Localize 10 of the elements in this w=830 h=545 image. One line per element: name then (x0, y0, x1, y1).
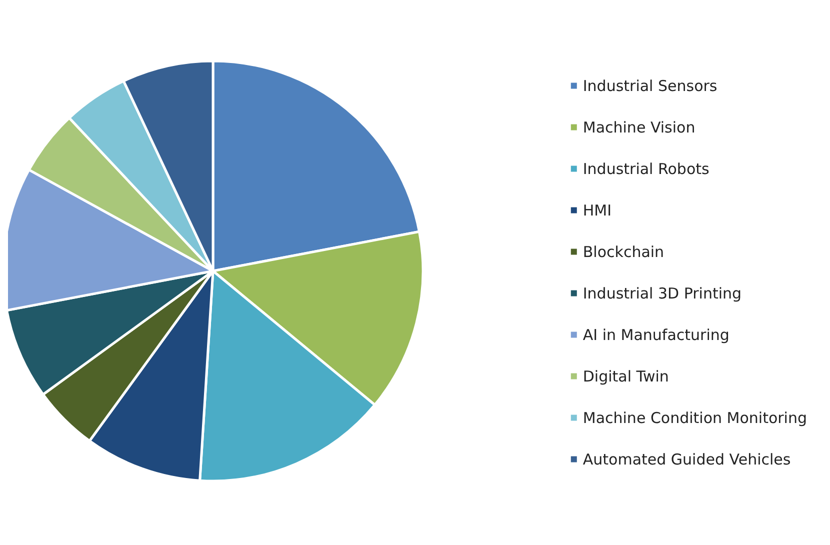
legend-label: Digital Twin (582, 367, 669, 386)
legend-label: Machine Vision (582, 118, 696, 136)
legend-label: Industrial Sensors (582, 76, 718, 95)
legend-label: Industrial 3D Printing (582, 284, 742, 302)
legend-label: AI in Manufacturing (582, 326, 730, 344)
legend-label: Industrial Robots (582, 160, 710, 178)
legend-label: HMI (582, 201, 612, 220)
legend-label: Automated Guided Vehicles (582, 450, 791, 468)
legend-label: Machine Condition Monitoring (582, 408, 808, 427)
legend-label: Blockchain (582, 242, 664, 261)
